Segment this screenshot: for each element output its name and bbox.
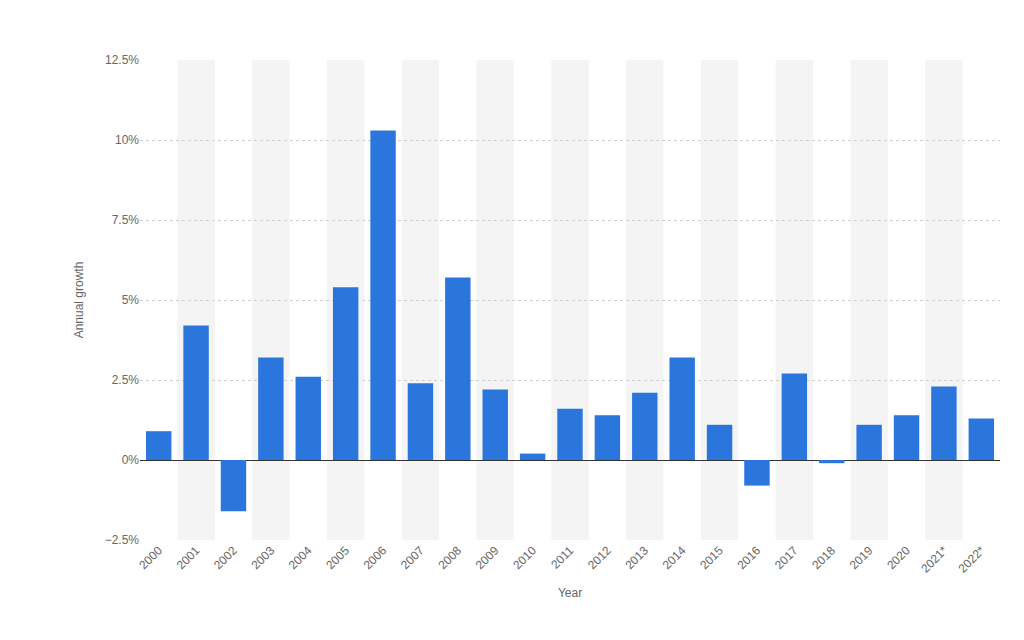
svg-text:2007: 2007 — [398, 543, 427, 572]
svg-text:2018: 2018 — [809, 543, 838, 572]
svg-text:2004: 2004 — [286, 543, 315, 572]
svg-text:2014: 2014 — [660, 543, 689, 572]
svg-text:12.5%: 12.5% — [105, 53, 139, 67]
svg-text:2017: 2017 — [772, 543, 801, 572]
svg-text:2013: 2013 — [622, 543, 651, 572]
svg-text:2010: 2010 — [510, 543, 539, 572]
svg-text:2021*: 2021* — [918, 543, 950, 575]
svg-text:Annual growth: Annual growth — [72, 262, 86, 339]
svg-text:2012: 2012 — [585, 543, 614, 572]
svg-text:2015: 2015 — [697, 543, 726, 572]
svg-text:2006: 2006 — [361, 543, 390, 572]
svg-text:2000: 2000 — [136, 543, 165, 572]
svg-text:2016: 2016 — [735, 543, 764, 572]
svg-text:0%: 0% — [122, 453, 140, 467]
svg-text:2009: 2009 — [473, 543, 502, 572]
svg-text:2008: 2008 — [435, 543, 464, 572]
svg-text:2001: 2001 — [174, 543, 203, 572]
svg-text:2005: 2005 — [323, 543, 352, 572]
svg-text:2002: 2002 — [211, 543, 240, 572]
svg-text:2.5%: 2.5% — [112, 373, 140, 387]
svg-text:2022*: 2022* — [956, 543, 988, 575]
svg-text:2020: 2020 — [884, 543, 913, 572]
svg-text:2019: 2019 — [847, 543, 876, 572]
svg-text:−2.5%: −2.5% — [105, 533, 140, 547]
svg-text:7.5%: 7.5% — [112, 213, 140, 227]
svg-text:Year: Year — [558, 586, 582, 600]
svg-text:5%: 5% — [122, 293, 140, 307]
svg-text:10%: 10% — [115, 133, 139, 147]
svg-text:2011: 2011 — [548, 543, 576, 571]
svg-text:2003: 2003 — [248, 543, 277, 572]
